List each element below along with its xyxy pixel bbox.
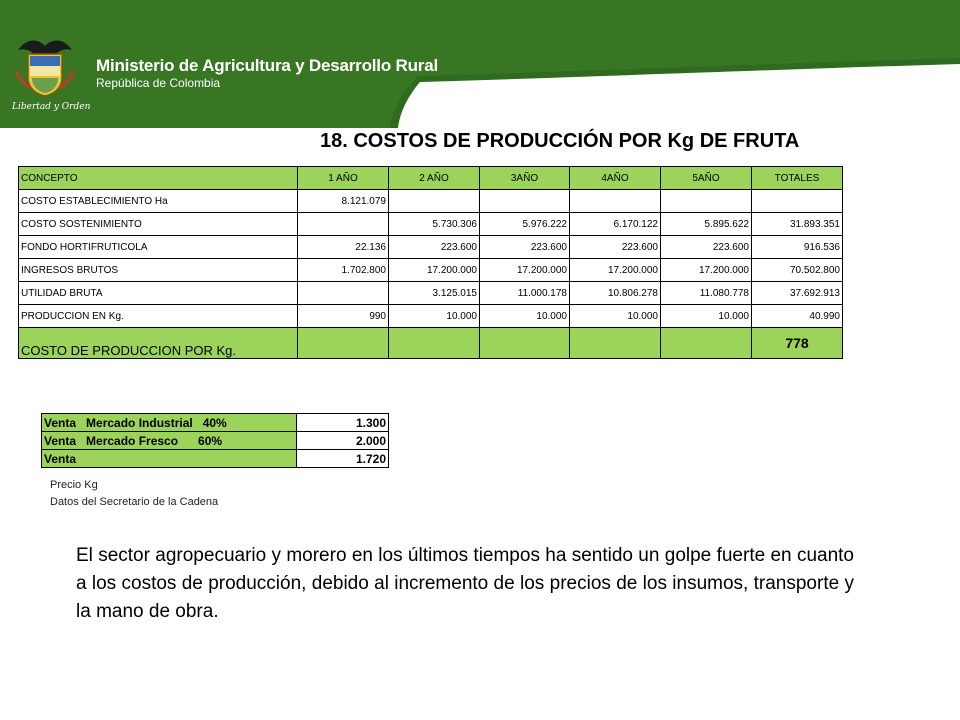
header-banner: Libertad y Orden Ministerio de Agricultu… — [0, 0, 960, 128]
table-cell: 1.702.800 — [297, 258, 389, 282]
sales-value: 1.720 — [296, 449, 389, 468]
table-cell: 223.600 — [479, 235, 570, 259]
column-header: 4AÑO — [569, 166, 661, 190]
table-cell: 10.000 — [660, 304, 752, 328]
table-cell: 17.200.000 — [388, 258, 480, 282]
table-cell: COSTO SOSTENIMIENTO — [18, 212, 298, 236]
table-cell — [297, 212, 389, 236]
table-cell — [388, 327, 480, 359]
table-cell: UTILIDAD BRUTA — [18, 281, 298, 305]
table-row: FONDO HORTIFRUTICOLA 22.136 223.600 223.… — [18, 235, 843, 259]
sales-value: 2.000 — [296, 431, 389, 450]
table-cell: PRODUCCION EN Kg. — [18, 304, 298, 328]
table-cell: 10.806.278 — [569, 281, 661, 305]
table-row: COSTO SOSTENIMIENTO 5.730.306 5.976.222 … — [18, 212, 843, 236]
page-title: 18. COSTOS DE PRODUCCIÓN POR Kg DE FRUTA — [320, 130, 800, 152]
cost-per-kg-row: COSTO DE PRODUCCION POR Kg. 778 — [18, 327, 843, 359]
cost-per-kg-label: COSTO DE PRODUCCION POR Kg. — [18, 327, 298, 359]
table-cell: 10.000 — [569, 304, 661, 328]
table-cell: 37.692.913 — [751, 281, 843, 305]
sales-label: Venta Mercado Fresco 60% — [41, 431, 297, 450]
table-cell: 22.136 — [297, 235, 389, 259]
column-header: 3AÑO — [479, 166, 570, 190]
table-cell: 10.000 — [479, 304, 570, 328]
table-cell: 916.536 — [751, 235, 843, 259]
table-cell — [660, 189, 752, 213]
table-row: UTILIDAD BRUTA 3.125.015 11.000.178 10.8… — [18, 281, 843, 305]
costs-table: CONCEPTO 1 AÑO 2 AÑO 3AÑO 4AÑO 5AÑO TOTA… — [18, 166, 843, 359]
table-cell: 17.200.000 — [569, 258, 661, 282]
table-cell — [569, 327, 661, 359]
table-cell: 5.895.622 — [660, 212, 752, 236]
table-cell: 17.200.000 — [660, 258, 752, 282]
table-cell: 6.170.122 — [569, 212, 661, 236]
column-header: CONCEPTO — [18, 166, 298, 190]
table-cell: 5.730.306 — [388, 212, 480, 236]
ministry-name: Ministerio de Agricultura y Desarrollo R… — [96, 56, 438, 75]
table-cell — [388, 189, 480, 213]
table-row: COSTO ESTABLECIMIENTO Ha 8.121.079 — [18, 189, 843, 213]
table-cell: 31.893.351 — [751, 212, 843, 236]
table-cell: 40.990 — [751, 304, 843, 328]
column-header: TOTALES — [751, 166, 843, 190]
price-note: Precio Kg — [50, 479, 98, 491]
table-cell: 223.600 — [660, 235, 752, 259]
table-cell: 8.121.079 — [297, 189, 389, 213]
sales-price-table: Venta Mercado Industrial 40% 1.300 Venta… — [41, 413, 389, 468]
table-cell: 70.502.800 — [751, 258, 843, 282]
column-header: 1 AÑO — [297, 166, 389, 190]
table-cell — [297, 327, 389, 359]
table-cell: 3.125.015 — [388, 281, 480, 305]
table-row: Venta Mercado Industrial 40% 1.300 — [41, 413, 389, 432]
column-header: 2 AÑO — [388, 166, 480, 190]
table-cell: 10.000 — [388, 304, 480, 328]
table-cell — [297, 281, 389, 305]
table-cell: 17.200.000 — [479, 258, 570, 282]
table-cell — [479, 327, 570, 359]
table-cell: INGRESOS BRUTOS — [18, 258, 298, 282]
table-cell — [479, 189, 570, 213]
table-cell — [751, 189, 843, 213]
table-row: PRODUCCION EN Kg. 990 10.000 10.000 10.0… — [18, 304, 843, 328]
banner-shape — [0, 0, 960, 128]
sales-label: Venta — [41, 449, 297, 468]
table-row: Venta 1.720 — [41, 449, 389, 468]
table-cell — [660, 327, 752, 359]
sales-label: Venta Mercado Industrial 40% — [41, 413, 297, 432]
table-row: Venta Mercado Fresco 60% 2.000 — [41, 431, 389, 450]
column-header: 5AÑO — [660, 166, 752, 190]
body-paragraph: El sector agropecuario y morero en los ú… — [76, 545, 854, 622]
table-header-row: CONCEPTO 1 AÑO 2 AÑO 3AÑO 4AÑO 5AÑO TOTA… — [18, 166, 843, 190]
table-cell: 223.600 — [569, 235, 661, 259]
country-name: República de Colombia — [96, 76, 221, 90]
table-cell — [569, 189, 661, 213]
table-cell: 11.000.178 — [479, 281, 570, 305]
table-cell: 223.600 — [388, 235, 480, 259]
table-cell: 990 — [297, 304, 389, 328]
table-cell: 5.976.222 — [479, 212, 570, 236]
coat-of-arms-icon — [10, 32, 80, 116]
motto-text: Libertad y Orden — [12, 102, 91, 112]
cost-per-kg-value: 778 — [751, 327, 843, 359]
table-cell: COSTO ESTABLECIMIENTO Ha — [18, 189, 298, 213]
sales-value: 1.300 — [296, 413, 389, 432]
source-note: Datos del Secretario de la Cadena — [50, 496, 219, 508]
table-row: INGRESOS BRUTOS 1.702.800 17.200.000 17.… — [18, 258, 843, 282]
table-cell: FONDO HORTIFRUTICOLA — [18, 235, 298, 259]
table-cell: 11.080.778 — [660, 281, 752, 305]
